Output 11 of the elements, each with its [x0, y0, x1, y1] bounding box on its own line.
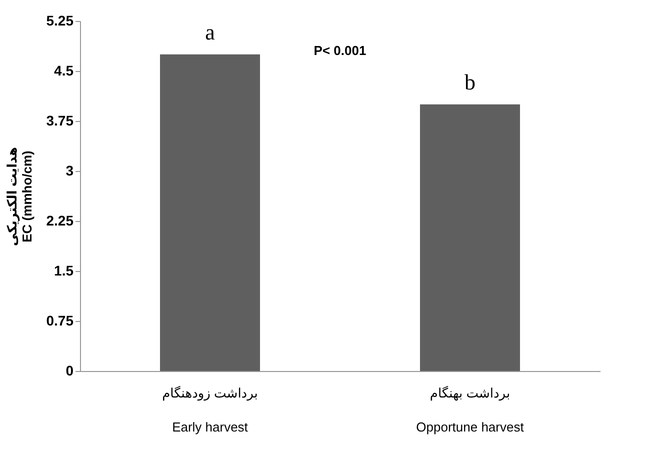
annotation: a: [205, 19, 216, 44]
y-tick-label: 0.75: [46, 312, 74, 328]
y-tick-label: 2.25: [46, 212, 74, 228]
y-tick-label: 4.5: [54, 62, 74, 78]
y-tick-label: 3.75: [46, 112, 74, 128]
y-tick-label: 5.25: [46, 12, 74, 28]
annotation: P< 0.001: [314, 43, 366, 58]
y-tick-label: 0: [66, 362, 74, 378]
y-tick-label: 1.5: [54, 262, 74, 278]
annotation: b: [464, 69, 476, 94]
y-tick-label: 3: [66, 162, 74, 178]
